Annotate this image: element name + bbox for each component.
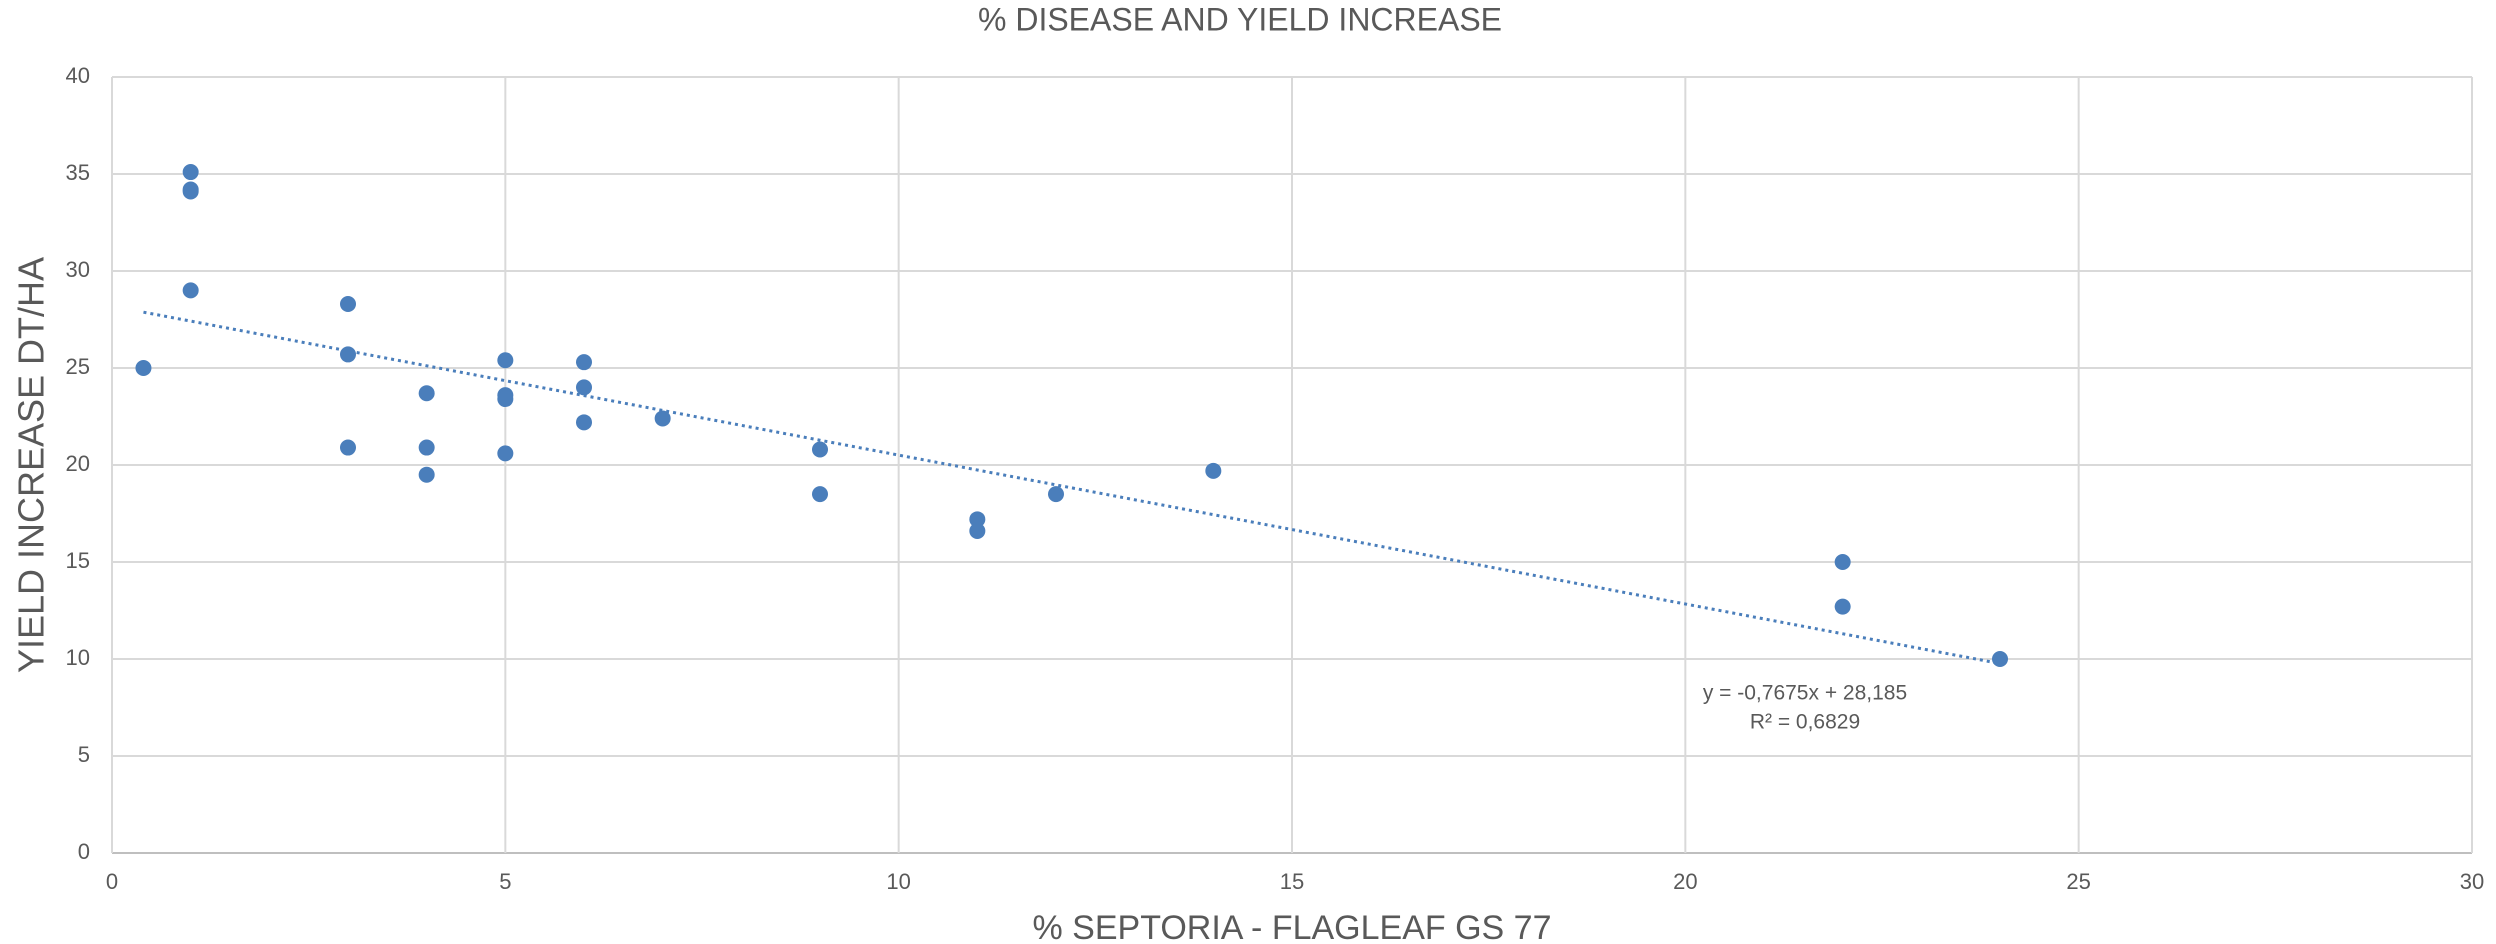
data-point	[1834, 598, 1851, 615]
x-axis-label: % SEPTORIA - FLAGLEAF GS 77	[1033, 909, 1552, 944]
y-tick-label: 0	[78, 839, 90, 864]
x-tick-label: 0	[106, 869, 118, 894]
x-tick-label: 20	[1673, 869, 1697, 894]
x-tick-label: 5	[499, 869, 511, 894]
x-tick-label: 25	[2066, 869, 2090, 894]
x-tick-label: 10	[886, 869, 910, 894]
y-tick-label: 15	[66, 548, 90, 573]
y-tick-label: 40	[66, 63, 90, 88]
data-point	[969, 511, 986, 528]
data-point	[418, 466, 435, 483]
y-tick-label: 10	[66, 645, 90, 670]
data-point	[654, 410, 671, 427]
trendline-r2: R² = 0,6829	[1750, 711, 1860, 734]
data-point	[340, 346, 356, 363]
data-point	[182, 183, 199, 200]
data-point	[1205, 462, 1222, 479]
data-point	[340, 295, 356, 312]
data-point	[418, 385, 435, 402]
data-point	[182, 282, 199, 299]
y-tick-label: 30	[66, 257, 90, 282]
x-tick-label: 30	[2460, 869, 2484, 894]
x-tick-label: 15	[1280, 869, 1304, 894]
data-point	[1048, 486, 1064, 503]
data-point	[576, 379, 592, 396]
data-point	[1834, 554, 1851, 570]
y-tick-label: 35	[66, 160, 90, 185]
data-point	[812, 486, 828, 503]
data-point	[497, 445, 514, 462]
data-point	[969, 522, 986, 539]
trendline	[143, 310, 2001, 666]
y-tick-label: 20	[66, 451, 90, 476]
y-axis-label: YIELD INCREASE DT/HA	[11, 257, 52, 673]
data-point	[182, 164, 199, 181]
data-point	[812, 441, 828, 458]
y-tick-label: 5	[78, 742, 90, 767]
data-point	[1992, 651, 2008, 667]
data-point	[576, 414, 592, 431]
data-point	[497, 352, 514, 369]
data-point	[497, 391, 514, 408]
trendline-equation: y = -0,7675x + 28,185	[1703, 682, 1907, 705]
data-point	[340, 439, 356, 456]
data-point	[135, 360, 152, 376]
y-tick-label: 25	[66, 354, 90, 379]
chart-title: % DISEASE AND YIELD INCREASE	[978, 1, 1502, 37]
data-point	[418, 439, 435, 456]
data-point	[576, 354, 592, 371]
